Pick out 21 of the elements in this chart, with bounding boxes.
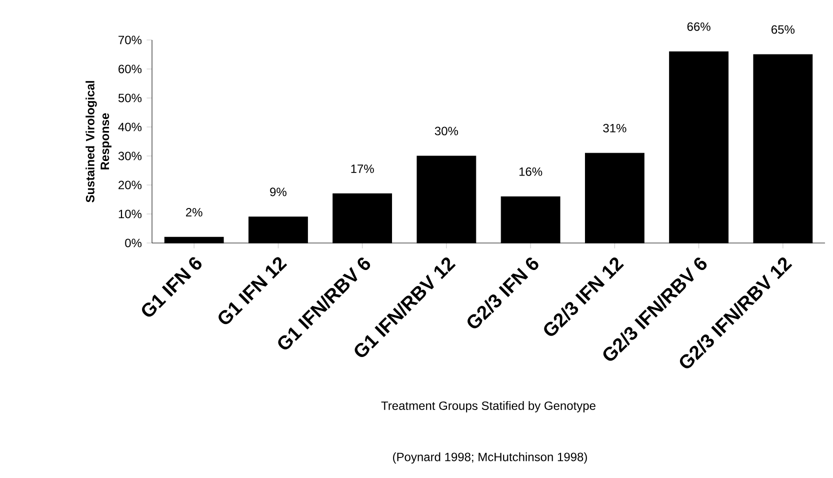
x-tick-label: G1 IFN 12 xyxy=(218,257,288,324)
y-tick-label: 60% xyxy=(118,64,142,74)
y-tick-label: 30% xyxy=(118,152,142,160)
y-axis-title: Sustained Virological Response xyxy=(86,81,112,202)
data-label: 17% xyxy=(351,164,374,173)
data-label: 2% xyxy=(186,208,202,216)
y-tick-label: 70% xyxy=(118,36,142,44)
text: (Poynard 1998; McHutchinson 1998) xyxy=(393,452,587,464)
y-tick-label: 40% xyxy=(118,122,142,132)
x-tick-label: G1 IFN 6 xyxy=(142,257,202,317)
y-tick-label: 20% xyxy=(118,180,142,190)
data-label: 66% xyxy=(687,22,710,31)
data-label: 30% xyxy=(434,126,458,136)
data-label: 16% xyxy=(519,167,542,176)
data-label: 9% xyxy=(270,188,286,196)
data-label: 31% xyxy=(603,124,626,132)
y-tick-label: 10% xyxy=(118,210,142,218)
y-tick-label: 0% xyxy=(125,238,142,248)
y-tick-label: 50% xyxy=(118,94,142,102)
x-axis-title: Treatment Groups Statified by Genotype xyxy=(381,401,596,412)
data-label: 65% xyxy=(772,25,795,34)
